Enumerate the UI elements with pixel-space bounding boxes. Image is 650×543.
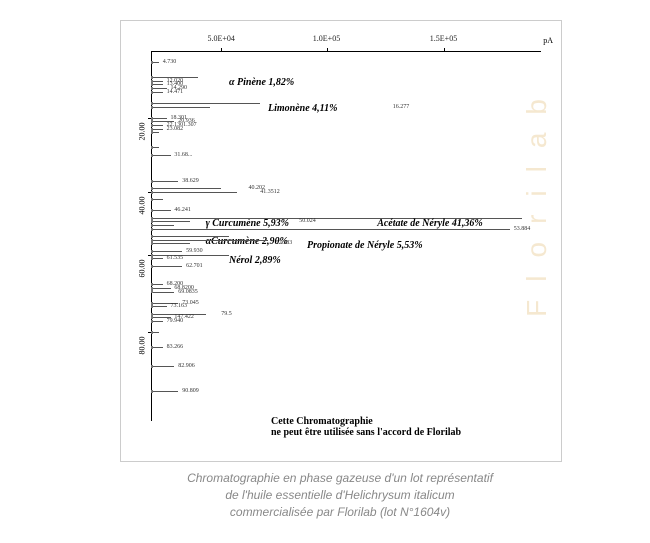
chromatogram-peak	[151, 225, 174, 227]
chromatogram-peak	[151, 88, 167, 90]
x-tick-label: 5.0E+04	[207, 34, 234, 43]
chromatogram-peak	[151, 103, 260, 105]
peak-retention-label: 14.471	[167, 89, 184, 95]
chromatogram-chart: pA 5.0E+041.0E+051.5E+05 20.0040.0060.00…	[151, 51, 541, 421]
chromatogram-peak	[151, 240, 268, 242]
peak-retention-label: 59.930	[186, 248, 203, 254]
chromatogram-peak	[151, 229, 510, 231]
peak-retention-label: 73.163	[171, 303, 188, 309]
peak-retention-label: 38.629	[182, 178, 199, 184]
peak-retention-label: 31.68...	[174, 152, 192, 158]
peak-retention-label: 83.266	[167, 344, 184, 350]
y-tick-label: 80.00	[138, 337, 147, 355]
peak-retention-label: 52.383	[276, 240, 293, 246]
x-axis: pA 5.0E+041.0E+051.5E+05	[151, 51, 541, 52]
chromatogram-peak	[151, 366, 174, 368]
chromatogram-peak	[151, 210, 171, 212]
peak-retention-label: 53.884	[514, 226, 531, 232]
peak-retention-label: 79.5	[221, 311, 232, 317]
chromatogram-peak	[151, 192, 237, 194]
y-tick-label: 20.00	[138, 122, 147, 140]
x-tick-label: 1.5E+05	[430, 34, 457, 43]
disclaimer-text: Cette Chromatographie ne peut être utili…	[271, 416, 461, 438]
chromatogram-frame: Florilab pA 5.0E+041.0E+051.5E+05 20.004…	[120, 20, 562, 462]
chromatogram-peak	[151, 255, 229, 257]
peak-retention-label: 90.809	[182, 388, 199, 394]
chromatogram-peak	[151, 155, 171, 157]
chromatogram-peak	[151, 251, 182, 253]
y-tick-label: 60.00	[138, 259, 147, 277]
chromatogram-peak	[151, 306, 167, 308]
chromatogram-peak	[151, 221, 190, 223]
peak-retention-label: 16.277	[393, 104, 410, 110]
chromatogram-peak	[151, 243, 190, 245]
compound-annotation: Propionate de Néryle 5,53%	[307, 240, 423, 251]
chromatogram-peak	[151, 107, 210, 109]
chromatogram-peak	[151, 391, 178, 393]
compound-annotation: Nérol 2,89%	[229, 255, 281, 266]
peak-retention-label: 62.701	[186, 263, 203, 269]
compound-annotation: Acétate de Néryle 41,36%	[377, 218, 483, 229]
compound-annotation: Limonène 4,11%	[268, 103, 337, 114]
peak-retention-label: 41.3512	[260, 189, 280, 195]
chromatogram-peak	[151, 118, 167, 120]
chromatogram-peak	[151, 266, 182, 268]
figure-caption: Chromatographie en phase gazeuse d'un lo…	[120, 470, 560, 520]
peak-retention-label: 4.730	[163, 59, 177, 65]
peak-retention-label: 23.082	[167, 126, 184, 132]
peak-retention-label: 61.535	[167, 255, 184, 261]
peak-retention-label: 82.906	[178, 363, 195, 369]
x-axis-unit: pA	[543, 36, 553, 45]
chromatogram-peak	[151, 188, 221, 190]
peak-retention-label: 46.241	[174, 207, 191, 213]
x-tick-label: 1.0E+05	[313, 34, 340, 43]
caption-line-1: Chromatographie en phase gazeuse d'un lo…	[187, 471, 493, 485]
chromatogram-peak	[151, 288, 171, 290]
peak-retention-label: 69.0835	[178, 289, 198, 295]
chromatogram-peak	[151, 292, 174, 294]
compound-annotation: α Pinène 1,82%	[229, 77, 294, 88]
peak-retention-label: 50.024	[299, 218, 316, 224]
y-tick-label: 40.00	[138, 196, 147, 214]
caption-line-2: de l'huile essentielle d'Helichrysum ita…	[225, 488, 454, 502]
peak-retention-label: 79.940	[167, 318, 184, 324]
chromatogram-peak	[151, 181, 178, 183]
caption-line-3: commercialisée par Florilab (lot N°1604v…	[230, 505, 450, 519]
